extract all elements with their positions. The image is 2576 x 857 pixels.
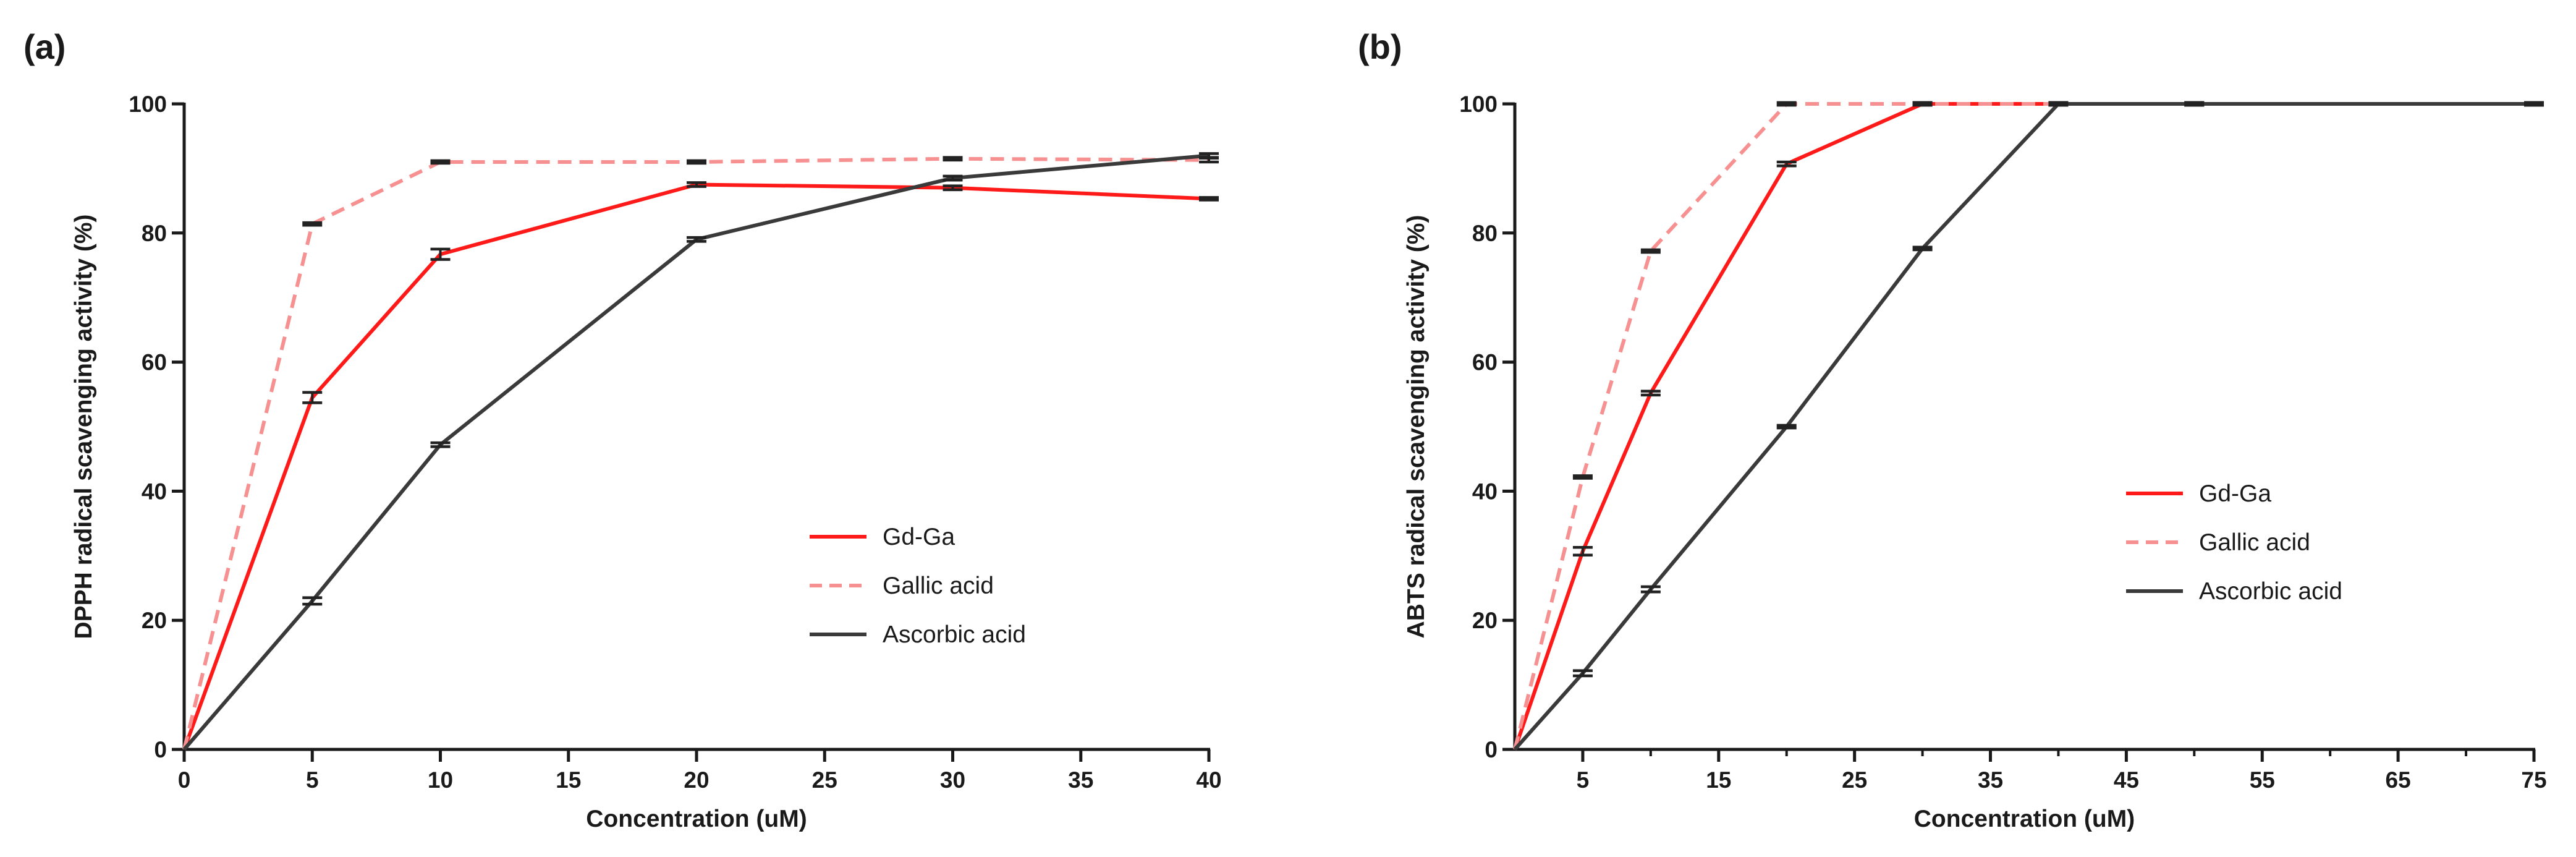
legend-label: Gd-Ga — [883, 524, 955, 550]
series-ascorbic-acid — [1513, 101, 2544, 751]
data-point — [1776, 160, 1797, 168]
series-gallic-acid — [1513, 101, 2544, 750]
x-tick-label: 75 — [2521, 767, 2546, 793]
data-point — [1640, 390, 1661, 397]
x-tick-label: 35 — [1068, 767, 1093, 793]
y-tick-label: 80 — [1472, 221, 1498, 246]
y-tick-label: 60 — [1472, 350, 1498, 375]
data-point — [687, 159, 706, 165]
series-gd-ga — [1513, 101, 2544, 750]
legend-label: Ascorbic acid — [883, 621, 1026, 648]
data-point — [302, 391, 323, 404]
data-point — [943, 184, 963, 192]
y-axis-title: DPPH radical scavenging activity (%) — [70, 214, 97, 639]
x-tick-label: 20 — [684, 767, 709, 793]
y-tick-label: 60 — [142, 350, 167, 375]
y-tick-label: 100 — [1459, 92, 1498, 117]
x-tick-label: 5 — [1577, 767, 1590, 793]
data-point — [1199, 152, 1219, 159]
data-point — [943, 174, 963, 182]
y-tick-label: 20 — [142, 608, 167, 633]
x-tick-label: 0 — [178, 767, 191, 793]
legend-entry: Gd-Ga — [810, 524, 955, 550]
data-point — [687, 236, 706, 243]
chart-panel-1: (b) 0 20 40 60 80 100 5 15 25 35 45 55 65 75 Concentrat… — [1358, 27, 2547, 832]
data-point — [1776, 424, 1797, 430]
legend-label: Gallic acid — [883, 573, 994, 599]
y-tick-label: 80 — [142, 221, 167, 246]
x-tick-label: 5 — [306, 767, 319, 793]
x-axis-title: Concentration (uM) — [1914, 806, 2135, 832]
series-ascorbic-acid — [182, 152, 1219, 751]
y-tick-label: 20 — [1472, 608, 1498, 633]
x-tick-label: 15 — [1706, 767, 1731, 793]
legend-entry: Gallic acid — [2126, 529, 2310, 556]
data-point — [430, 441, 451, 448]
x-tick-label: 15 — [556, 767, 581, 793]
x-tick-label: 25 — [812, 767, 837, 793]
y-axis-title: ABTS radical scavenging activity (%) — [1403, 215, 1430, 639]
data-point — [1199, 196, 1219, 202]
data-point — [430, 159, 451, 165]
y-tick-label: 40 — [142, 479, 167, 504]
y-tick-label: 100 — [129, 92, 167, 117]
legend-entry: Gallic acid — [810, 573, 994, 599]
series-line — [1513, 102, 2534, 750]
legend-entry: Ascorbic acid — [810, 621, 1026, 648]
chart-panel-0: (a) 0 20 40 60 80 100 0 5 10 15 20 25 30 35 40 Concentra… — [23, 27, 1222, 832]
data-point — [1572, 474, 1593, 480]
data-point — [2524, 101, 2544, 107]
legend-entry: Ascorbic acid — [2126, 578, 2342, 605]
series-gallic-acid — [182, 156, 1219, 750]
data-point — [430, 247, 451, 261]
series-line — [182, 153, 1210, 751]
panel-label: (a) — [23, 27, 66, 66]
legend-label: Ascorbic acid — [2199, 578, 2342, 605]
data-point — [1640, 248, 1661, 254]
series-line — [182, 182, 1210, 751]
data-point — [302, 221, 323, 227]
data-point — [687, 181, 706, 188]
series-line — [1513, 102, 2534, 751]
x-tick-label: 30 — [940, 767, 965, 793]
x-tick-label: 40 — [1196, 767, 1221, 793]
series-line — [1513, 102, 2534, 750]
x-tick-label: 55 — [2250, 767, 2275, 793]
data-point — [2184, 101, 2205, 107]
data-point — [302, 596, 323, 606]
legend-label: Gd-Ga — [2199, 480, 2271, 507]
x-tick-label: 65 — [2386, 767, 2411, 793]
panel-label: (b) — [1358, 27, 1402, 66]
y-tick-label: 0 — [1485, 737, 1498, 762]
data-point — [943, 156, 963, 162]
x-tick-label: 45 — [2114, 767, 2139, 793]
data-point — [2048, 101, 2069, 107]
legend-entry: Gd-Ga — [2126, 480, 2271, 507]
y-tick-label: 0 — [154, 737, 167, 762]
data-point — [1572, 545, 1593, 557]
x-tick-label: 25 — [1842, 767, 1867, 793]
legend-label: Gallic acid — [2199, 529, 2310, 556]
data-point — [1572, 669, 1593, 678]
series-line — [182, 156, 1210, 750]
x-tick-label: 10 — [428, 767, 453, 793]
data-point — [1640, 585, 1661, 594]
data-point — [1912, 101, 1933, 107]
series-gd-ga — [182, 181, 1219, 751]
x-tick-label: 35 — [1978, 767, 2003, 793]
data-point — [1776, 101, 1797, 107]
data-point — [1912, 245, 1933, 252]
y-tick-label: 40 — [1472, 479, 1498, 504]
x-axis-title: Concentration (uM) — [586, 806, 807, 832]
